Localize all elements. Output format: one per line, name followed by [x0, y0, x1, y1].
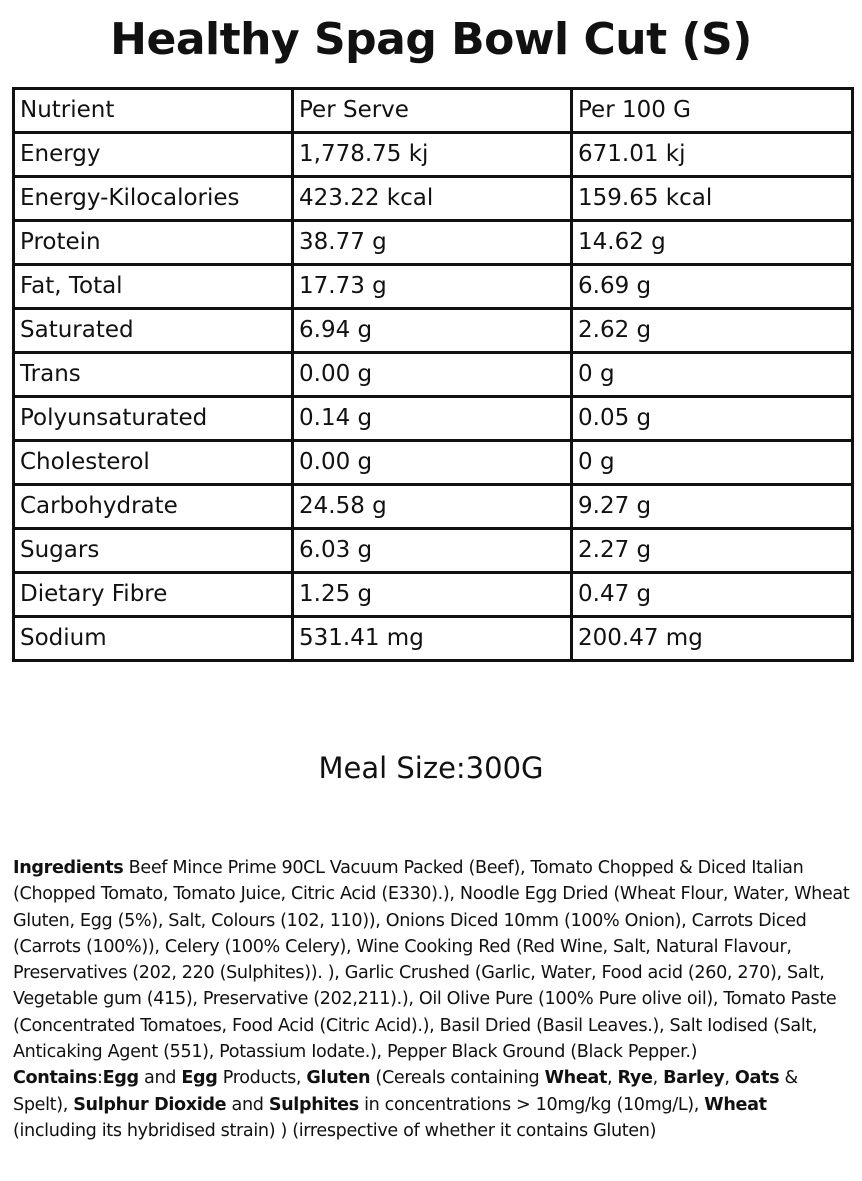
allergen-term: Oats [734, 1068, 780, 1089]
contains-label: Contains [13, 1068, 98, 1089]
per-100g-cell: 671.01 kj [570, 131, 854, 178]
nutrition-table: Nutrient Per Serve Per 100 G Energy 1,778… [12, 87, 854, 662]
column-header-nutrient: Nutrient [12, 87, 294, 134]
contains-text: in concentrations > 10mg/kg (10mg/L), [358, 1094, 705, 1115]
table-row: Polyunsaturated 0.14 g 0.05 g [12, 395, 854, 442]
table-row: Fat, Total 17.73 g 6.69 g [12, 263, 854, 310]
nutrient-cell: Fat, Total [12, 263, 294, 310]
allergen-term: Wheat [544, 1068, 608, 1089]
per-100g-cell: 2.27 g [570, 527, 854, 574]
column-header-per-100g: Per 100 G [570, 87, 854, 134]
per-serve-cell: 24.58 g [291, 483, 573, 530]
nutrient-cell: Sugars [12, 527, 294, 574]
nutrition-table-body: Nutrient Per Serve Per 100 G Energy 1,778… [12, 87, 854, 662]
contains-text: : [97, 1068, 103, 1089]
per-serve-cell: 6.03 g [291, 527, 573, 574]
nutrient-cell: Protein [12, 219, 294, 266]
page-title: Healthy Spag Bowl Cut (S) [110, 14, 752, 65]
nutrient-cell: Polyunsaturated [12, 395, 294, 442]
per-serve-cell: 1.25 g [291, 571, 573, 618]
table-row: Energy 1,778.75 kj 671.01 kj [12, 131, 854, 178]
nutrient-cell: Sodium [12, 615, 294, 662]
per-100g-cell: 2.62 g [570, 307, 854, 354]
meal-size: Meal Size:300G [318, 751, 544, 785]
nutrient-cell: Carbohydrate [12, 483, 294, 530]
table-row: Protein 38.77 g 14.62 g [12, 219, 854, 266]
table-header-row: Nutrient Per Serve Per 100 G [12, 87, 854, 134]
per-100g-cell: 0.05 g [570, 395, 854, 442]
ingredients-text: Beef Mince Prime 90CL Vacuum Packed (Bee… [13, 858, 850, 1063]
allergen-term: Sulphites [268, 1094, 359, 1115]
nutrient-cell: Dietary Fibre [12, 571, 294, 618]
per-100g-cell: 0 g [570, 351, 854, 398]
ingredients-block: Ingredients Beef Mince Prime 90CL Vacuum… [13, 855, 853, 1144]
table-row: Sodium 531.41 mg 200.47 mg [12, 615, 854, 662]
per-serve-cell: 423.22 kcal [291, 175, 573, 222]
per-100g-cell: 6.69 g [570, 263, 854, 310]
table-row: Carbohydrate 24.58 g 9.27 g [12, 483, 854, 530]
allergen-term: Barley [663, 1068, 725, 1089]
per-100g-cell: 200.47 mg [570, 615, 854, 662]
per-serve-cell: 38.77 g [291, 219, 573, 266]
nutrient-cell: Saturated [12, 307, 294, 354]
per-serve-cell: 17.73 g [291, 263, 573, 310]
table-row: Sugars 6.03 g 2.27 g [12, 527, 854, 574]
contains-text: and [226, 1094, 269, 1115]
contains-text: , [724, 1068, 735, 1089]
table-row: Saturated 6.94 g 2.62 g [12, 307, 854, 354]
per-100g-cell: 159.65 kcal [570, 175, 854, 222]
allergen-term: Wheat [704, 1094, 767, 1115]
per-serve-cell: 0.14 g [291, 395, 573, 442]
per-100g-cell: 14.62 g [570, 219, 854, 266]
per-serve-cell: 0.00 g [291, 351, 573, 398]
ingredients-label: Ingredients [13, 858, 124, 878]
allergen-term: Gluten [306, 1068, 371, 1089]
nutrient-cell: Energy [12, 131, 294, 178]
contains-text: and [138, 1068, 182, 1089]
contains-text: (Cereals containing [370, 1068, 545, 1089]
nutrient-cell: Cholesterol [12, 439, 294, 486]
contains-text: (including its hybridised strain) ) (irr… [13, 1120, 657, 1141]
allergen-term: Egg [181, 1068, 218, 1089]
table-row: Dietary Fibre 1.25 g 0.47 g [12, 571, 854, 618]
contains-paragraph: Contains:Egg and Egg Products, Gluten (C… [13, 1065, 853, 1144]
per-serve-cell: 531.41 mg [291, 615, 573, 662]
per-serve-cell: 0.00 g [291, 439, 573, 486]
contains-text: , [607, 1068, 618, 1089]
table-row: Energy-Kilocalories 423.22 kcal 159.65 kca… [12, 175, 854, 222]
per-100g-cell: 0.47 g [570, 571, 854, 618]
allergen-term: Egg [102, 1068, 140, 1089]
allergen-term: Rye [617, 1068, 653, 1089]
per-100g-cell: 9.27 g [570, 483, 854, 530]
contains-text: & Spelt), [13, 1068, 798, 1115]
per-100g-cell: 0 g [570, 439, 854, 486]
contains-text: Products, [217, 1068, 307, 1089]
per-serve-cell: 1,778.75 kj [291, 131, 573, 178]
per-serve-cell: 6.94 g [291, 307, 573, 354]
allergen-term: Sulphur Dioxide [73, 1094, 227, 1115]
nutrient-cell: Trans [12, 351, 294, 398]
column-header-per-serve: Per Serve [291, 87, 573, 134]
nutrient-cell: Energy-Kilocalories [12, 175, 294, 222]
ingredients-paragraph: Ingredients Beef Mince Prime 90CL Vacuum… [13, 855, 853, 1065]
contains-text: , [652, 1068, 664, 1089]
